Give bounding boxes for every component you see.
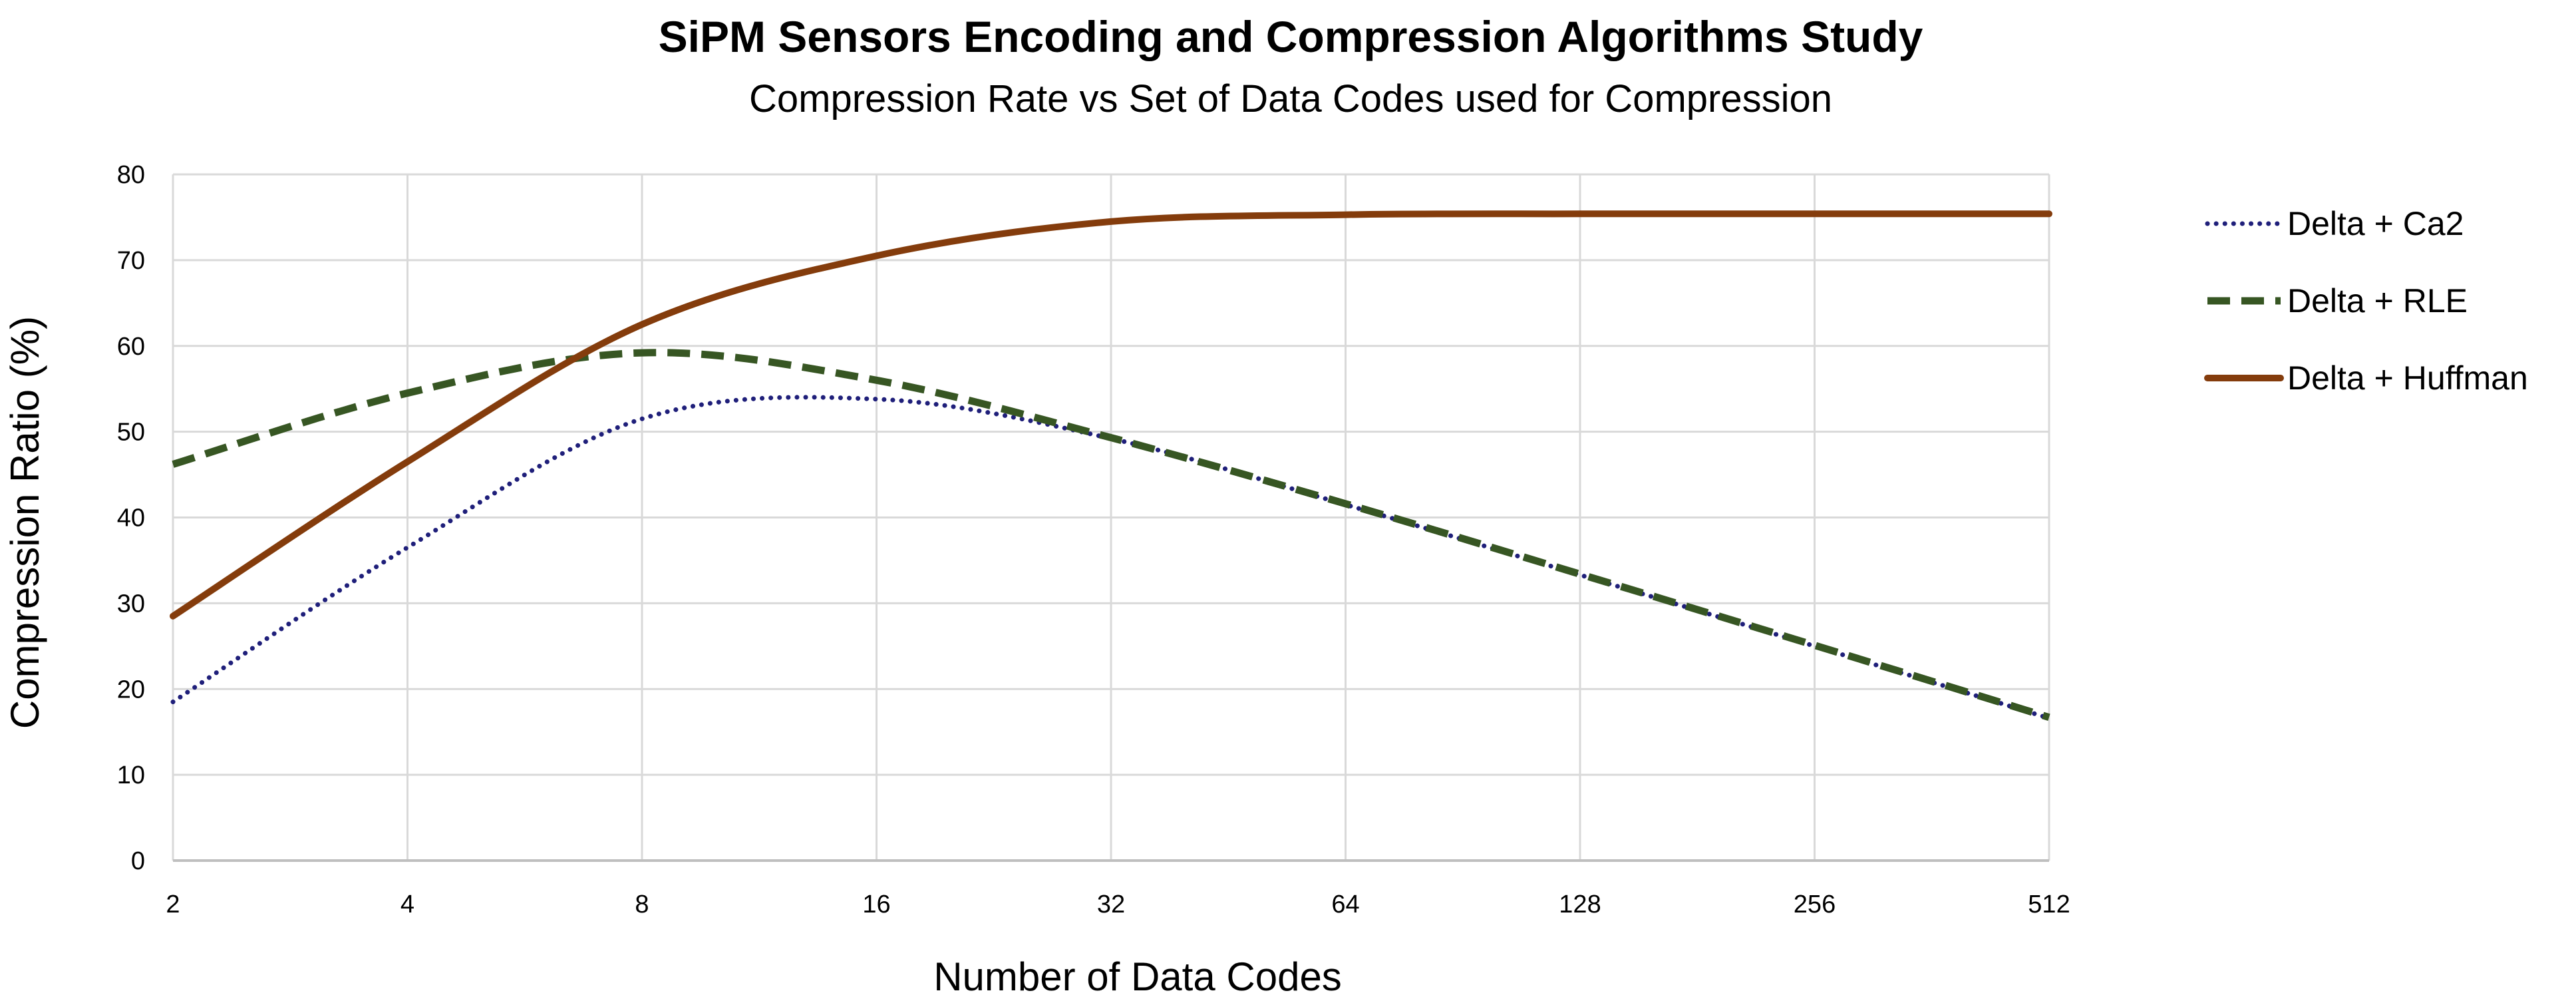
- x-axis-label: Number of Data Codes: [933, 954, 1342, 999]
- chart-subtitle: Compression Rate vs Set of Data Codes us…: [749, 77, 1832, 120]
- y-axis-label: Compression Ratio (%): [3, 316, 47, 729]
- grid: [172, 173, 2050, 862]
- series-line-delta-huffman: [170, 210, 2052, 620]
- x-tick-label: 8: [635, 891, 649, 918]
- y-tick-label: 50: [117, 419, 145, 447]
- y-tick-label: 0: [131, 847, 145, 875]
- series-line-delta-rle: [172, 349, 2050, 721]
- y-tick-label: 60: [117, 333, 145, 361]
- legend-label: Delta + Ca2: [2287, 205, 2464, 242]
- y-tick-label: 40: [117, 504, 145, 532]
- chart-title: SiPM Sensors Encoding and Compression Al…: [659, 12, 1923, 61]
- x-tick-label: 16: [862, 891, 890, 918]
- y-tick-label: 20: [117, 676, 145, 704]
- y-tick-label: 10: [117, 761, 145, 789]
- legend-label: Delta + RLE: [2287, 282, 2468, 319]
- x-tick-label: 4: [401, 891, 414, 918]
- x-tick-label: 64: [1331, 891, 1359, 918]
- y-tick-label: 80: [117, 161, 145, 189]
- x-tick-label: 512: [2028, 891, 2070, 918]
- x-tick-label: 32: [1097, 891, 1125, 918]
- x-tick-label: 128: [1559, 891, 1601, 918]
- legend-label: Delta + Huffman: [2287, 359, 2528, 397]
- y-tick-label: 30: [117, 590, 145, 618]
- series-lines: [170, 210, 2052, 721]
- legend: Delta + Ca2 Delta + RLE Delta + Huffman: [2204, 205, 2528, 397]
- series-line-delta-ca2: [170, 395, 2052, 721]
- x-tick-label: 2: [166, 891, 180, 918]
- y-tick-label: 70: [117, 247, 145, 275]
- x-tick-label: 256: [1794, 891, 1836, 918]
- y-axis-ticks: 0 10 20 30 40 50 60 70 80: [117, 161, 145, 875]
- x-axis-ticks: 2 4 8 16 32 64 128 256 512: [166, 891, 2070, 918]
